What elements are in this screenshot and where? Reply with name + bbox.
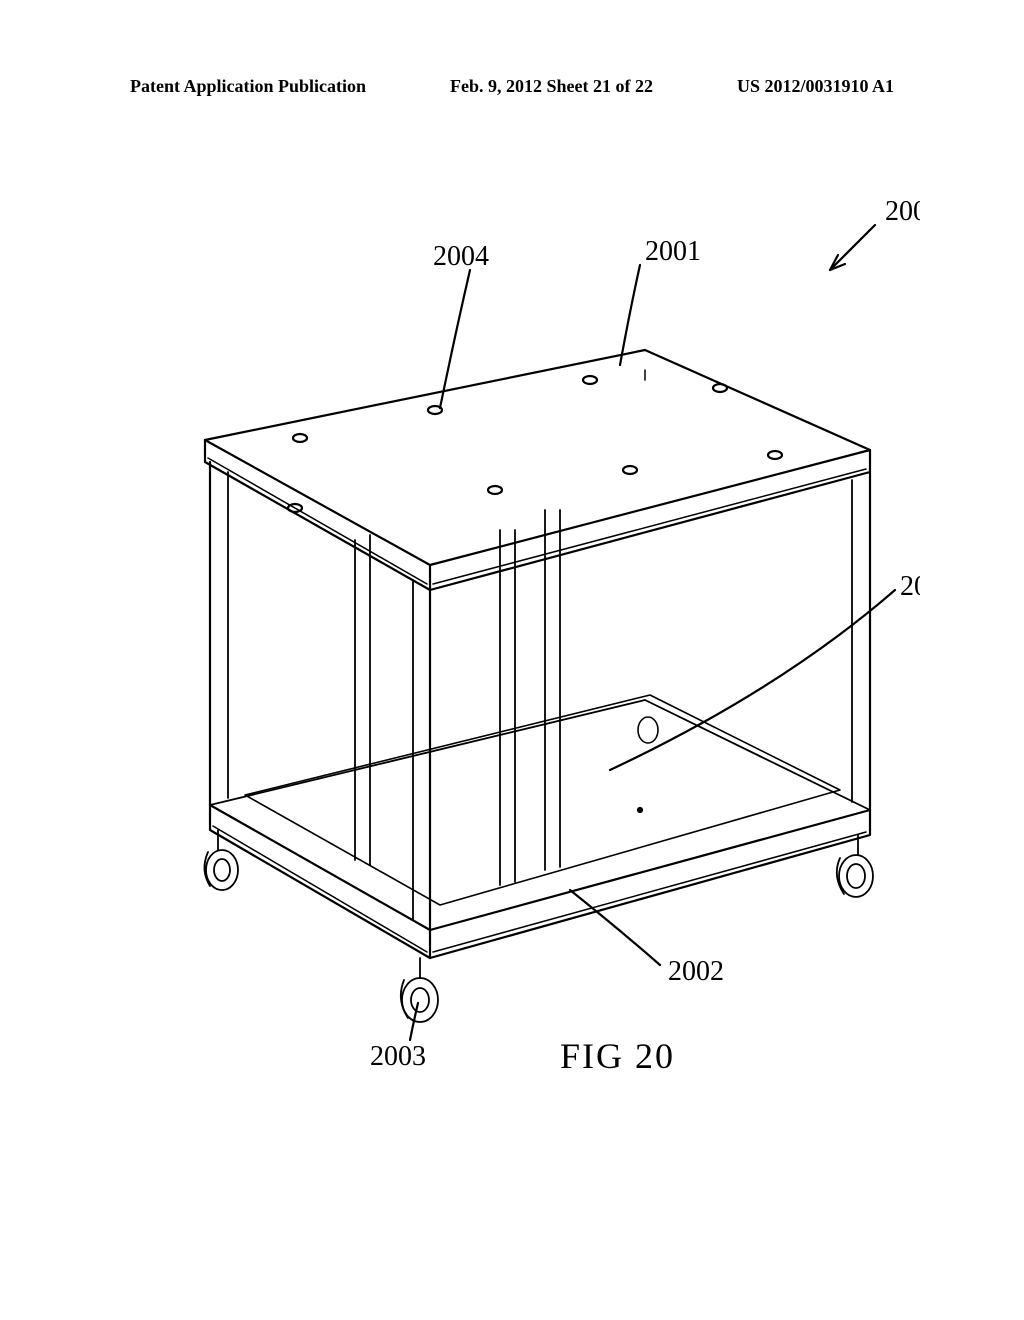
figure-20: 2000 2001 2004 2005 2002 2003 — [100, 170, 920, 1070]
figure-label: FIG 20 — [560, 1035, 675, 1077]
header-right: US 2012/0031910 A1 — [737, 76, 894, 97]
ref-2002: 2002 — [668, 956, 724, 987]
header-left: Patent Application Publication — [130, 76, 366, 97]
ref-2001: 2001 — [645, 236, 701, 267]
ref-2000: 2000 — [885, 196, 920, 227]
ref-2005: 2005 — [900, 571, 920, 602]
header-center: Feb. 9, 2012 Sheet 21 of 22 — [450, 76, 653, 97]
page-header: Patent Application Publication Feb. 9, 2… — [0, 76, 1024, 97]
ref-2004: 2004 — [433, 241, 489, 272]
cart-drawing: 2000 2001 2004 2005 2002 2003 — [100, 170, 920, 1070]
patent-page: Patent Application Publication Feb. 9, 2… — [0, 0, 1024, 1320]
ref-2003: 2003 — [370, 1041, 426, 1070]
